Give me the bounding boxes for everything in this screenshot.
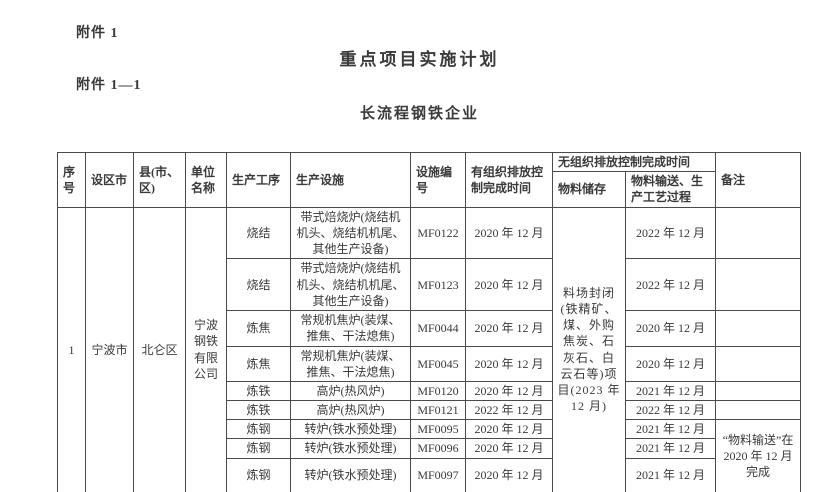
- table-row: 炼钢 转炉(铁水预处理) MF0095 2020 年 12 月 2021 年 1…: [58, 419, 802, 492]
- cell-facility: 带式焙烧炉(烧结机机头、烧结机机尾、其他生产设备): [290, 258, 411, 312]
- cell-process: 炼钢: [226, 438, 291, 459]
- cell-transport-date: 2021 年 12 月: [624, 380, 717, 402]
- cell-remark-empty: [715, 206, 802, 260]
- projects-table: 序号 设区市 县(市、区) 单位名称 生产工序 生产设施 设施编号 有组织排放控…: [57, 151, 802, 492]
- cell-transport-date: 2022 年 12 月: [624, 206, 717, 260]
- cell-process: 炼焦: [226, 310, 291, 347]
- cell-facility-no: MF0120: [410, 380, 466, 402]
- cell-unit-name: 宁波钢铁有限公司: [185, 206, 227, 492]
- cell-organized-date: 2022 年 12 月: [465, 400, 553, 421]
- cell-remark-empty: [715, 400, 802, 421]
- cell-facility-no: MF0121: [410, 400, 466, 421]
- cell-organized-date: 2020 年 12 月: [465, 438, 553, 459]
- header-facility: 生产设施: [290, 152, 411, 208]
- cell-process: 炼铁: [226, 400, 291, 421]
- header-unit-name: 单位名称: [185, 152, 227, 208]
- cell-process: 炼焦: [226, 345, 291, 382]
- cell-remark-empty: [715, 310, 802, 347]
- header-process: 生产工序: [226, 152, 291, 208]
- cell-facility: 高炉(热风炉): [290, 380, 411, 402]
- cell-material-storage: 料场封闭(铁精矿、煤、外购焦炭、石灰石、白云石等)项目(2023 年 12 月): [552, 206, 626, 492]
- cell-process: 烧结: [226, 258, 291, 312]
- cell-facility: 常规机焦炉(装煤、推焦、干法熄焦): [290, 310, 411, 347]
- header-facility-no: 设施编号: [410, 152, 466, 208]
- cell-remark-empty: [715, 258, 802, 312]
- cell-transport-date: 2021 年 12 月: [624, 438, 717, 459]
- cell-transport-date: 2022 年 12 月: [624, 400, 717, 421]
- table-row: 炼钢 转炉(铁水预处理) MF0096 2020 年 12 月 2021 年 1…: [58, 438, 801, 459]
- table-row: 烧结 带式焙烧炉(烧结机机头、烧结机机尾、其他生产设备) MF0123 2020…: [58, 258, 802, 312]
- header-unorganized-time: 无组织排放控制完成时间: [551, 151, 717, 173]
- cell-remark-empty: [715, 345, 802, 382]
- cell-facility: 转炉(铁水预处理): [290, 419, 411, 440]
- table-row: 炼焦 常规机焦炉(装煤、推焦、干法熄焦) MF0045 2020 年 12 月 …: [58, 345, 802, 382]
- main-title: 重点项目实施计划: [339, 50, 500, 69]
- cell-facility-no: MF0096: [410, 438, 466, 459]
- cell-facility-no: MF0097: [410, 457, 466, 492]
- header-city: 设区市: [85, 152, 134, 208]
- cell-serial: 1: [57, 206, 86, 492]
- header-remark: 备注: [715, 152, 802, 208]
- cell-process: 炼铁: [226, 380, 291, 402]
- cell-facility-no: MF0044: [410, 310, 466, 347]
- attachment-label-1: 附件 1: [76, 26, 119, 41]
- cell-organized-date: 2020 年 12 月: [465, 419, 553, 440]
- cell-transport-date: 2022 年 12 月: [624, 258, 717, 312]
- cell-organized-date: 2020 年 12 月: [465, 206, 553, 260]
- cell-process: 烧结: [226, 206, 291, 260]
- cell-organized-date: 2020 年 12 月: [465, 457, 553, 492]
- cell-county: 北仑区: [133, 206, 186, 492]
- attachment-label-2: 附件 1—1: [76, 78, 142, 93]
- header-organized-time: 有组织排放控制完成时间: [465, 152, 553, 208]
- cell-process: 炼钢: [226, 419, 291, 440]
- header-material-storage: 物料储存: [552, 171, 626, 208]
- cell-facility-no: MF0123: [410, 258, 466, 312]
- cell-facility-no: MF0045: [410, 345, 466, 382]
- cell-transport-date: 2021 年 12 月: [624, 419, 717, 440]
- cell-city: 宁波市: [85, 206, 134, 492]
- table-row: 炼钢 转炉(铁水预处理) MF0097 2020 年 12 月 2021 年 1…: [58, 457, 801, 492]
- cell-transport-date: 2020 年 12 月: [624, 310, 717, 347]
- cell-transport-date: 2021 年 12 月: [624, 457, 717, 492]
- cell-remark: “物料输送”在 2020 年 12 月完成: [715, 419, 802, 492]
- table-row: 炼铁 高炉(热风炉) MF0120 2020 年 12 月 2021 年 12 …: [58, 380, 802, 402]
- cell-organized-date: 2020 年 12 月: [465, 310, 553, 347]
- cell-remark-empty: [715, 380, 802, 402]
- table-row: 1 宁波市 北仑区 宁波钢铁有限公司 烧结 带式焙烧炉(烧结机机头、烧结机机尾、…: [57, 206, 802, 492]
- cell-organized-date: 2020 年 12 月: [465, 258, 553, 312]
- table-row: 炼铁 高炉(热风炉) MF0121 2022 年 12 月 2022 年 12 …: [58, 400, 802, 421]
- cell-process: 炼钢: [226, 457, 291, 492]
- header-material-transport: 物料输送、生产工艺过程: [624, 171, 717, 208]
- cell-transport-date: 2020 年 12 月: [624, 345, 717, 382]
- cell-facility: 带式焙烧炉(烧结机机头、烧结机机尾、其他生产设备): [290, 206, 411, 260]
- sub-title: 长流程钢铁企业: [359, 106, 479, 122]
- cell-facility: 转炉(铁水预处理): [290, 438, 411, 459]
- cell-facility: 高炉(热风炉): [290, 400, 411, 421]
- cell-facility: 转炉(铁水预处理): [290, 457, 411, 492]
- header-serial: 序号: [57, 152, 86, 208]
- cell-facility-no: MF0095: [410, 419, 466, 440]
- cell-facility-no: MF0122: [410, 206, 466, 260]
- cell-organized-date: 2020 年 12 月: [465, 380, 553, 402]
- header-county: 县(市、区): [133, 152, 186, 208]
- cell-facility: 常规机焦炉(装煤、推焦、干法熄焦): [290, 345, 411, 382]
- cell-organized-date: 2020 年 12 月: [465, 345, 553, 382]
- table-row: 炼焦 常规机焦炉(装煤、推焦、干法熄焦) MF0044 2020 年 12 月 …: [58, 310, 802, 347]
